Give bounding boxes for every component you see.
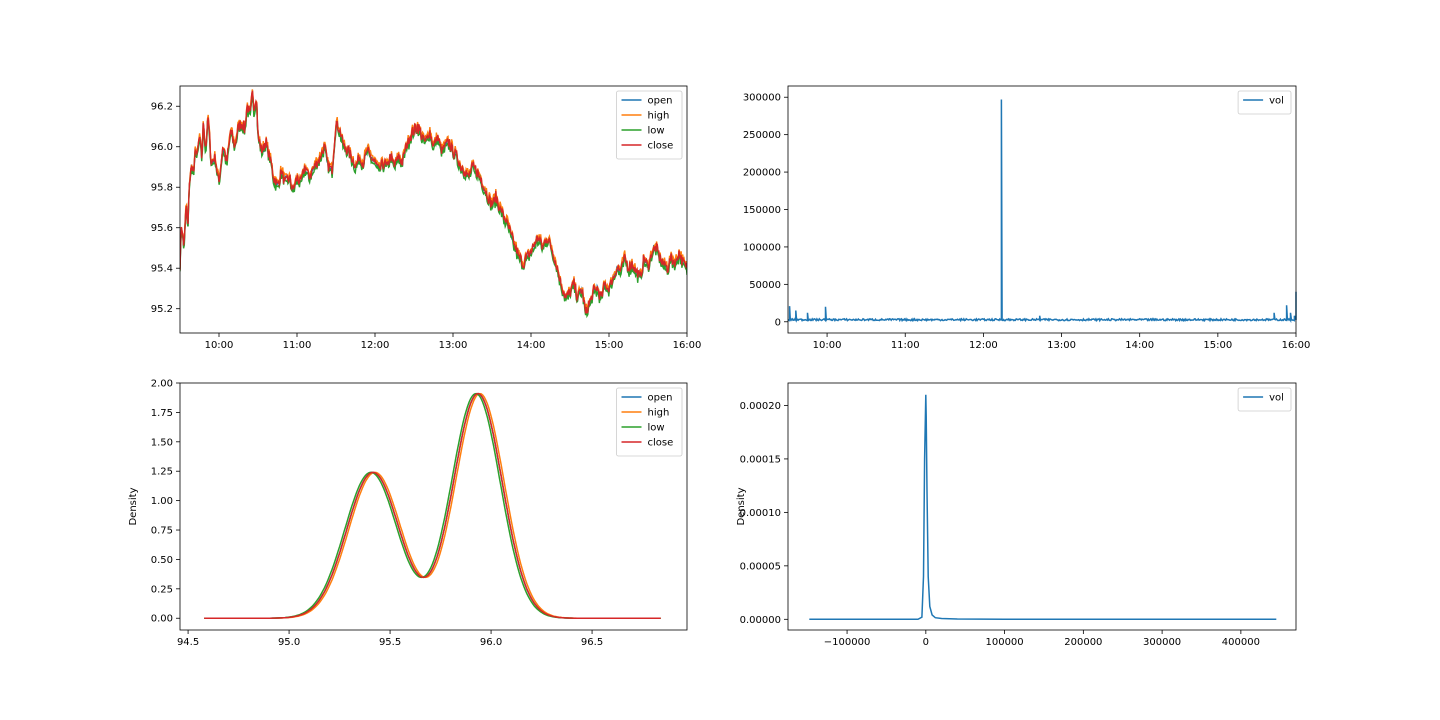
x-tick-label: 14:00: [1125, 340, 1154, 351]
y-tick-label: 1.50: [151, 437, 173, 448]
y-tick-label: 0.00000: [740, 615, 781, 626]
volume-timeseries-panel: 0 50000 100000 150000 200000 250000 300000 10:0…: [743, 85, 1311, 351]
legend-box: [1237, 90, 1292, 115]
y-tick-label: 50000: [749, 280, 781, 291]
y-tick-label: 0.00020: [740, 401, 781, 412]
density-line-high: [204, 392, 661, 619]
density-line-close: [204, 392, 661, 619]
y-tick-label: 0.00015: [740, 454, 781, 465]
legend: vol: [1237, 90, 1292, 115]
legend-label-close: close: [648, 141, 674, 152]
x-tick-label: 300000: [1143, 637, 1181, 648]
y-tick-label: 150000: [743, 205, 781, 216]
legend-label-open: open: [648, 96, 673, 107]
y-tick-label: 0.75: [151, 526, 173, 537]
density-line-vol: [809, 394, 1277, 621]
x-tick-label: 13:00: [439, 340, 468, 351]
x-tick-label: 11:00: [283, 340, 312, 351]
axes-frame: [179, 382, 688, 631]
volume-density-panel: 0.00000 0.00005 0.00010 0.00015 0.00020 −1000…: [736, 382, 1297, 648]
y-tick-label: 1.00: [151, 496, 173, 507]
x-tick-label: 0: [923, 637, 929, 648]
legend-label-vol: vol: [1269, 96, 1284, 107]
x-tick-label: 94.5: [177, 637, 199, 648]
legend-label-high: high: [648, 408, 670, 419]
y-tick-label: 100000: [743, 242, 781, 253]
y-tick-label: 0.00010: [740, 508, 781, 519]
x-tick-label: 16:00: [673, 340, 702, 351]
x-tick-label: 13:00: [1047, 340, 1076, 351]
x-tick-label: 15:00: [595, 340, 624, 351]
y-tick-label: 2.00: [151, 379, 173, 390]
axes-frame: [787, 85, 1297, 334]
density-line-open: [204, 392, 661, 619]
y-tick-label: 0.25: [151, 584, 173, 595]
y-tick-label: 95.6: [151, 223, 173, 234]
x-tick-label: 95.5: [379, 637, 401, 648]
y-tick-label: 0: [775, 317, 781, 328]
x-tick-label: 12:00: [969, 340, 998, 351]
x-tick-label: 96.0: [480, 637, 502, 648]
y-axis-title: Density: [736, 487, 747, 525]
x-tick-label: 400000: [1222, 637, 1260, 648]
price-density-panel: 0.00 0.25 0.50 0.75 1.00 1.25 1.50 1.75 2.00 94.5…: [128, 379, 688, 648]
y-tick-label: 96.2: [151, 102, 173, 113]
y-tick-label: 1.25: [151, 467, 173, 478]
x-tick-label: 100000: [985, 637, 1023, 648]
legend-box: [616, 387, 683, 457]
x-tick-label: 11:00: [891, 340, 920, 351]
y-tick-label: 0.00: [151, 614, 173, 625]
y-tick-label: 300000: [743, 93, 781, 104]
legend-box: [616, 90, 683, 160]
legend-label-close: close: [648, 438, 674, 449]
x-tick-label: 10:00: [205, 340, 234, 351]
legend-label-high: high: [648, 111, 670, 122]
y-tick-label: 95.4: [151, 264, 173, 275]
series-line-close: [180, 90, 687, 314]
legend-label-low: low: [648, 423, 665, 434]
y-tick-label: 95.2: [151, 304, 173, 315]
axes-frame: [179, 85, 688, 334]
legend-label-vol: vol: [1269, 393, 1284, 404]
y-tick-label: 250000: [743, 130, 781, 141]
y-tick-label: 96.0: [151, 142, 173, 153]
y-tick-label: 1.75: [151, 408, 173, 419]
x-tick-label: −100000: [824, 637, 871, 648]
x-tick-label: 12:00: [361, 340, 390, 351]
price-timeseries-panel: 95.2 95.4 95.6 95.8 96.0 96.2 10:00 11:00 12:00 1…: [151, 85, 702, 351]
x-tick-label: 16:00: [1282, 340, 1311, 351]
y-tick-label: 200000: [743, 168, 781, 179]
x-tick-label: 14:00: [517, 340, 546, 351]
x-tick-label: 200000: [1064, 637, 1102, 648]
y-tick-label: 0.00005: [740, 561, 781, 572]
legend-label-open: open: [648, 393, 673, 404]
series-line-vol: [787, 99, 1297, 324]
x-tick-label: 96.5: [581, 637, 603, 648]
x-tick-label: 15:00: [1203, 340, 1232, 351]
legend: open high low close: [616, 90, 683, 160]
legend: open high low close: [616, 387, 683, 457]
x-tick-label: 10:00: [813, 340, 842, 351]
density-line-low: [204, 392, 661, 619]
x-tick-label: 95.0: [278, 637, 300, 648]
y-tick-label: 95.8: [151, 183, 173, 194]
legend-label-low: low: [648, 126, 665, 137]
axes-frame: [787, 382, 1297, 631]
legend-box: [1237, 387, 1292, 412]
legend: vol: [1237, 387, 1292, 412]
series-line-high: [180, 89, 687, 311]
y-tick-label: 0.50: [151, 555, 173, 566]
y-axis-title: Density: [128, 487, 139, 525]
